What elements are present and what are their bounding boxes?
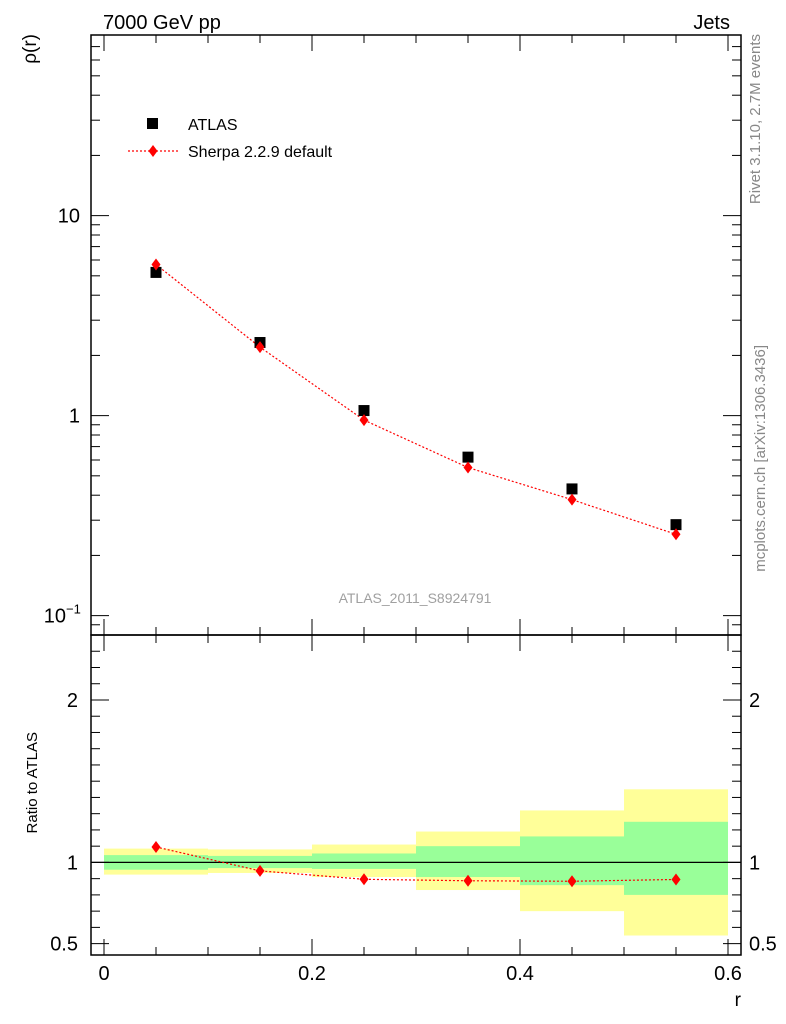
sherpa-ratio-line — [155, 846, 677, 882]
x-axis-label: r — [735, 990, 742, 1011]
sherpa-point — [463, 461, 473, 474]
legend-atlas-label: ATLAS — [188, 117, 238, 134]
legend: ATLAS Sherpa 2.2.9 default — [128, 117, 333, 161]
energy-label: 7000 GeV pp — [103, 12, 221, 34]
sherpa-point — [151, 258, 161, 271]
sherpa-point — [671, 528, 681, 541]
main-y-axis-label: ρ(r) — [20, 34, 41, 64]
ratio-bands — [91, 789, 741, 936]
x-tick-label: 0.2 — [298, 963, 326, 985]
band-inner-3 — [416, 846, 520, 878]
legend-atlas-marker — [147, 118, 158, 129]
sherpa-ratio-point — [463, 874, 473, 887]
sherpa-point — [255, 341, 265, 354]
ratio-y-tick-label-right: 2 — [749, 690, 760, 712]
ratio-y-tick-label: 0.5 — [50, 934, 78, 956]
sherpa-point — [359, 414, 369, 427]
chart-marks — [150, 258, 682, 888]
ratio-y-tick-label-right: 1 — [749, 852, 760, 874]
sherpa-ratio-point — [151, 840, 161, 853]
rivet-label: Rivet 3.1.10, 2.7M events — [747, 34, 764, 204]
ratio-y-tick-label: 1 — [67, 852, 78, 874]
sherpa-ratio-point — [671, 873, 681, 886]
x-tick-label: 0 — [98, 963, 109, 985]
sherpa-ratio-point — [255, 864, 265, 877]
x-tick-label: 0.6 — [714, 963, 742, 985]
legend-sherpa-marker — [148, 145, 158, 157]
sherpa-ratio-point — [359, 873, 369, 886]
sherpa-point — [567, 493, 577, 506]
atlas-point — [358, 405, 370, 417]
ratio-y-tick-label: 2 — [67, 690, 78, 712]
atlas-point — [566, 483, 578, 495]
source-label: mcplots.cern.ch [arXiv:1306.3436] — [752, 345, 769, 572]
process-label: Jets — [693, 12, 730, 34]
legend-sherpa-label: Sherpa 2.2.9 default — [188, 144, 333, 161]
y-tick-label-exponent: −1 — [66, 602, 81, 617]
y-tick-label: 10 — [44, 606, 66, 628]
ratio-y-tick-label-right: 0.5 — [749, 934, 777, 956]
sherpa-ratio-point — [567, 875, 577, 888]
atlas-point — [150, 266, 162, 278]
x-tick-label: 0.4 — [506, 963, 534, 985]
atlas-point — [670, 519, 682, 531]
band-inner-2 — [312, 853, 416, 869]
atlas-point — [462, 451, 474, 463]
y-tick-label: 1 — [69, 406, 80, 428]
y-tick-label: 10 — [58, 206, 80, 228]
ratio-y-axis-label: Ratio to ATLAS — [24, 732, 41, 833]
analysis-id: ATLAS_2011_S8924791 — [339, 590, 492, 606]
sherpa-line — [155, 263, 677, 535]
